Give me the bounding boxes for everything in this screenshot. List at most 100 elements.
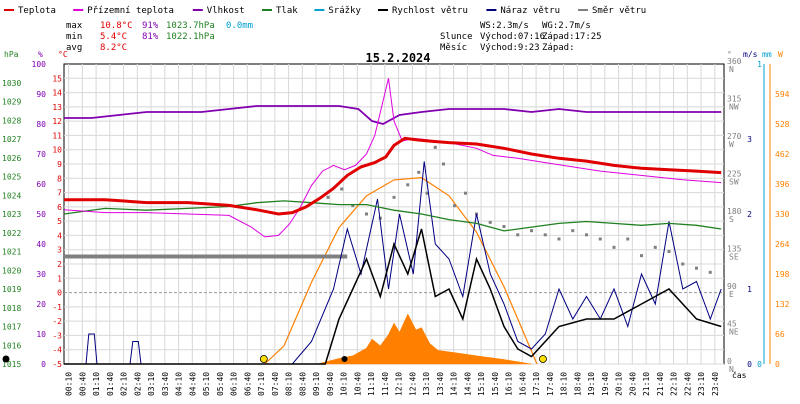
x-tick: 19:40 <box>601 372 610 396</box>
radiation-tick: 330 <box>775 210 790 219</box>
direction-tick: 270 <box>727 132 742 141</box>
x-tick: 08:10 <box>285 372 294 396</box>
x-tick: 05:10 <box>202 372 211 396</box>
direction-letter: W <box>729 140 734 149</box>
legend-label: Rychlost větru <box>392 6 468 16</box>
pressure-tick: 1026 <box>2 154 21 163</box>
x-tick: 13:10 <box>422 372 431 396</box>
series-ground-temp <box>63 78 722 238</box>
pressure-tick: 1025 <box>2 173 21 182</box>
sun-event-marker <box>539 355 547 363</box>
temperature-tick: 8 <box>57 174 62 183</box>
humidity-tick: 0 <box>41 360 46 369</box>
legend-label: Přízemní teplota <box>87 6 174 16</box>
humidity-tick: 10 <box>36 330 46 339</box>
unit-deg: ° <box>727 50 732 59</box>
x-tick: 23:10 <box>697 372 706 396</box>
x-tick: 06:10 <box>230 372 239 396</box>
x-tick: 01:10 <box>92 372 101 396</box>
stats-block: max 10.8°C 91% 1023.7hPa 0.0mm min 5.4°C… <box>66 21 253 53</box>
stats-avg-label: avg <box>66 43 82 53</box>
moon-set: Západ: <box>542 43 575 53</box>
humidity-tick: 20 <box>36 300 46 309</box>
x-tick: 21:10 <box>642 372 651 396</box>
direction-point <box>425 191 429 195</box>
unit-hpa: hPa <box>4 50 19 59</box>
stats-max-rain: 0.0mm <box>226 21 253 31</box>
unit-degc: °C <box>58 50 68 59</box>
radiation-tick: 132 <box>775 300 790 309</box>
x-tick: 19:10 <box>587 372 596 396</box>
direction-point <box>453 204 456 208</box>
pressure-tick: 1017 <box>2 323 21 332</box>
direction-tick: 180 <box>727 207 742 216</box>
legend-label: Vlhkost <box>207 6 245 16</box>
legend: Teplota Přízemní teplota Vlhkost Tlak Srážky… <box>4 6 646 16</box>
temperature-tick: -3 <box>52 331 62 340</box>
pressure-tick: 1024 <box>2 191 21 200</box>
direction-point <box>516 233 520 237</box>
pressure-tick: 1019 <box>2 285 21 294</box>
x-tick: 01:40 <box>106 372 115 396</box>
stats-min-label: min <box>66 32 82 42</box>
temperature-tick: 13 <box>52 103 62 112</box>
legend-label: Srážky <box>328 6 361 16</box>
radiation-tick: 264 <box>775 240 790 249</box>
temperature-tick: 12 <box>52 117 62 126</box>
pressure-tick: 1027 <box>2 135 21 144</box>
direction-point <box>392 195 396 199</box>
x-tick: 09:40 <box>326 372 335 396</box>
wind-ws: WS:2.3m/s <box>480 21 529 31</box>
stats-min-temp: 5.4°C <box>100 32 127 42</box>
x-tick: 13:40 <box>436 372 445 396</box>
direction-point <box>326 195 330 199</box>
direction-point <box>598 237 602 241</box>
direction-point <box>571 229 575 233</box>
pressure-tick: 1016 <box>2 341 21 350</box>
pressure-tick: 1030 <box>2 79 21 88</box>
temperature-tick: 7 <box>57 189 62 198</box>
wind-speed-tick: 2 <box>747 210 752 219</box>
direction-tick: 315 <box>727 95 742 104</box>
sun-label: Slunce <box>440 32 473 42</box>
humidity-tick: 50 <box>36 210 46 219</box>
direction-point <box>442 162 445 166</box>
unit-ms: m/s <box>743 50 758 59</box>
wind-speed-tick: 3 <box>747 135 752 144</box>
x-tick: 03:10 <box>147 372 156 396</box>
temperature-tick: -5 <box>52 360 62 369</box>
legend-label: Náraz větru <box>500 6 560 16</box>
unit-pct: % <box>38 50 43 59</box>
direction-tick: 135 <box>727 245 742 254</box>
x-tick: 12:10 <box>395 372 404 396</box>
direction-point <box>653 245 657 249</box>
direction-point <box>708 270 712 274</box>
x-tick: 02:40 <box>133 372 142 396</box>
x-tick: 06:40 <box>243 372 252 396</box>
temperature-tick: 4 <box>57 231 62 240</box>
temperature-tick: -1 <box>52 303 62 312</box>
x-tick: 17:40 <box>546 372 555 396</box>
stats-max-label: max <box>66 21 83 31</box>
direction-point <box>530 229 533 233</box>
x-tick: 17:10 <box>532 372 541 396</box>
radiation-tick: 66 <box>775 330 785 339</box>
temperature-tick: 1 <box>57 274 62 283</box>
rain-tick: 1 <box>757 60 762 69</box>
x-tick: 20:10 <box>615 372 624 396</box>
direction-letter: SW <box>729 178 739 187</box>
x-tick: 18:40 <box>573 372 582 396</box>
direction-point <box>464 191 467 195</box>
direction-tick: 45 <box>727 320 737 329</box>
x-tick: 22:40 <box>683 372 692 396</box>
pressure-tick: 1021 <box>2 248 21 257</box>
stats-max-press: 1023.7hPa <box>166 21 215 31</box>
legend-label: Teplota <box>18 6 56 16</box>
temperature-tick: 3 <box>57 246 62 255</box>
moon-marker <box>341 356 348 362</box>
direction-point <box>543 233 547 237</box>
direction-point <box>502 225 506 228</box>
direction-point <box>433 145 437 149</box>
radiation-tick: 528 <box>775 120 790 129</box>
direction-point <box>585 233 588 237</box>
